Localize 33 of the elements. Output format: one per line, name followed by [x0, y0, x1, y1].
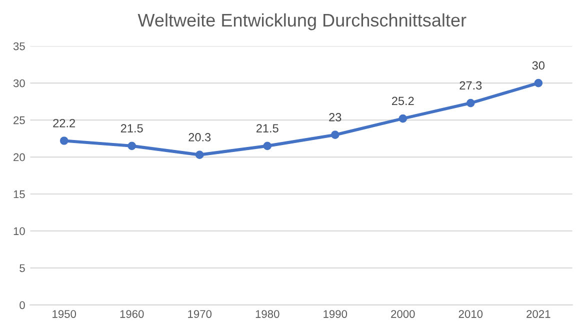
y-tick-label: 35 — [13, 42, 25, 50]
point — [398, 114, 408, 123]
data-label: 25.2 — [392, 96, 414, 106]
y-tick-label: 0 — [20, 301, 25, 310]
x-tick-label: 1960 — [120, 310, 144, 318]
x-tick-label: 1950 — [52, 310, 76, 318]
data-label: 23 — [329, 113, 342, 122]
data-label: 21.5 — [256, 124, 278, 132]
point — [60, 136, 68, 145]
x-tick-label: 2021 — [526, 310, 550, 318]
y-tick-label: 15 — [14, 190, 25, 198]
y-tick-label: 10 — [14, 227, 25, 236]
y-tick-label: 30 — [13, 79, 25, 88]
chart-title: Weltweite Entwicklung Durchschnittsalter — [138, 13, 466, 30]
x-tick-label: 1980 — [256, 310, 280, 318]
y-tick-label: 25 — [14, 116, 25, 124]
point — [330, 130, 340, 140]
data-label: 22.2 — [53, 118, 75, 128]
point — [534, 78, 543, 88]
data-label: 27.3 — [460, 81, 482, 90]
point — [128, 142, 136, 150]
x-tick-label: 1990 — [324, 310, 348, 318]
data-label: 21.5 — [120, 124, 143, 132]
y-tick-label: 5 — [20, 264, 25, 272]
data-label: 20.3 — [188, 133, 211, 142]
data-label: 30 — [532, 61, 545, 70]
point — [466, 98, 475, 108]
x-tick-label: 2010 — [458, 310, 483, 318]
point — [195, 150, 204, 159]
point — [263, 142, 272, 150]
x-tick-label: 2000 — [391, 310, 415, 318]
x-tick-label: 1970 — [188, 310, 212, 318]
y-tick-label: 20 — [14, 153, 25, 162]
